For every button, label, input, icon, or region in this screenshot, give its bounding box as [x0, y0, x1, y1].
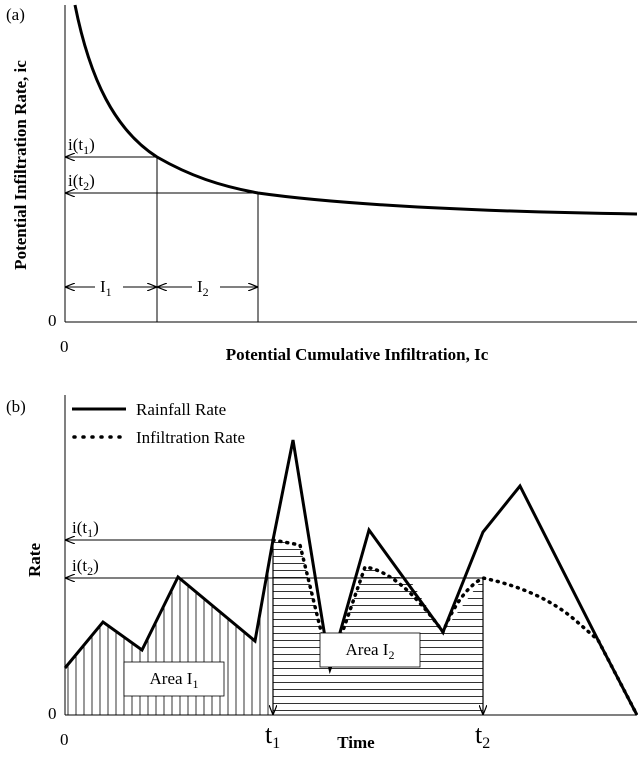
panel-tag: (b) [6, 397, 26, 416]
rate-label: i(t1) [68, 135, 95, 157]
area-2-hatch [273, 540, 483, 715]
legend-label: Infiltration Rate [136, 428, 245, 447]
area-label-box [319, 632, 421, 668]
y-axis-label: Rate [25, 543, 44, 577]
rate-label: i(t2) [72, 556, 99, 578]
time-label: t2 [475, 720, 490, 752]
infiltration-curve [73, 4, 638, 216]
infiltration-line [271, 538, 638, 717]
area-label-box [123, 661, 225, 697]
rate-label: i(t1) [72, 518, 99, 540]
y-axis-label: Potential Infiltration Rate, ic [11, 60, 30, 270]
interval-label: I2 [197, 277, 209, 299]
rate-label: i(t2) [68, 171, 95, 193]
label-bg [192, 276, 220, 298]
panel-b: (b) Rate Time 0 0 Area I1 Area I2 i(t1) … [6, 395, 638, 752]
interval-label: I1 [100, 277, 112, 299]
y-origin: 0 [48, 311, 57, 330]
x-axis-label: Potential Cumulative Infiltration, Ic [226, 345, 489, 364]
area-label: Area I1 [150, 669, 199, 691]
panel-a: (a) Potential Infiltration Rate, ic Pote… [6, 4, 638, 364]
x-origin: 0 [60, 337, 69, 356]
x-origin: 0 [60, 730, 69, 749]
panel-tag: (a) [6, 5, 25, 24]
label-bg [95, 276, 123, 298]
legend-label: Rainfall Rate [136, 400, 226, 419]
time-label: t1 [265, 720, 280, 752]
x-axis-label: Time [337, 733, 375, 752]
y-origin: 0 [48, 704, 57, 723]
area-label: Area I2 [346, 640, 395, 662]
rainfall-line [63, 439, 638, 716]
